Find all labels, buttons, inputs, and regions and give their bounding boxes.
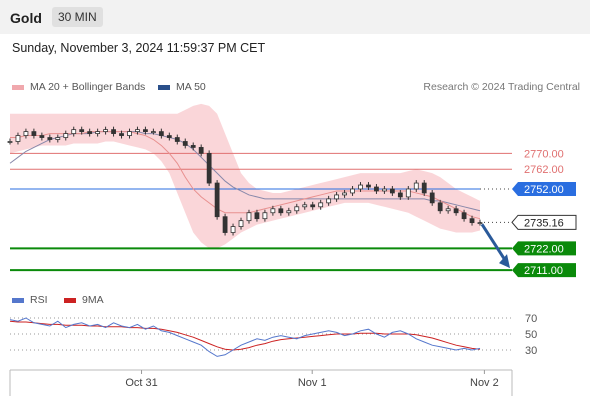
bar-body xyxy=(453,208,459,214)
bar-body xyxy=(31,131,37,136)
bar-body xyxy=(190,145,196,148)
bar-body xyxy=(127,131,132,136)
bar-body xyxy=(334,194,340,200)
x-tick-label: Nov 2 xyxy=(470,377,499,389)
price-label-box-pivot xyxy=(512,181,576,196)
bar-body xyxy=(477,222,483,225)
bar-body xyxy=(182,141,188,146)
bar-body xyxy=(397,192,403,198)
legend-rsi: RSI xyxy=(12,294,48,306)
bar-body xyxy=(111,129,116,134)
price-label-support: 2722.00 xyxy=(524,243,564,255)
bar-body xyxy=(71,129,77,134)
bar-body xyxy=(366,184,371,188)
bar-body xyxy=(461,212,467,220)
legend-rsi-label: RSI xyxy=(30,294,48,306)
price-label-resistance: 2770.00 xyxy=(524,148,564,160)
bar-body xyxy=(198,147,204,154)
bar-body xyxy=(445,208,451,212)
bar-body xyxy=(7,141,13,143)
bar-body xyxy=(413,182,419,190)
bollinger-band xyxy=(10,103,480,249)
bar-body xyxy=(262,212,268,220)
bar-body xyxy=(254,212,260,220)
bar-body xyxy=(158,131,164,136)
bar-body xyxy=(302,204,308,208)
forecast-arrow xyxy=(480,223,509,264)
chart-datetime: Sunday, November 3, 2024 11:59:37 PM CET xyxy=(12,41,266,55)
x-tick-label: Oct 31 xyxy=(125,377,157,389)
bar-body xyxy=(143,129,148,132)
bar-body xyxy=(405,188,411,198)
legend-ma50-label: MA 50 xyxy=(176,81,206,93)
bar-body xyxy=(230,226,236,233)
bar-body xyxy=(55,137,61,140)
bar-body xyxy=(318,202,324,208)
ma20-swatch xyxy=(12,84,24,90)
bar-body xyxy=(246,212,252,222)
price-label-last: 2735.16 xyxy=(524,217,564,229)
bar-body xyxy=(23,131,29,136)
bar-body xyxy=(270,208,276,214)
legend-ma20-label: MA 20 + Bollinger Bands xyxy=(30,81,146,93)
bar-body xyxy=(39,135,45,138)
bar-body xyxy=(350,188,355,194)
bar-body xyxy=(63,133,69,138)
bar-body xyxy=(15,135,21,142)
legend-ma20: MA 20 + Bollinger Bands xyxy=(12,81,145,93)
rsi-level-label: 30 xyxy=(525,345,537,357)
price-label-box-last xyxy=(511,214,577,230)
rsi-ma-line xyxy=(9,320,481,351)
bar-body xyxy=(310,204,316,208)
bar-body xyxy=(437,202,443,212)
bar-body xyxy=(166,135,172,138)
bar-body xyxy=(47,137,53,140)
forecast-arrowhead xyxy=(499,254,510,269)
bar-body xyxy=(342,192,347,196)
x-tick-label: Nov 1 xyxy=(298,377,327,389)
price-label-resistance: 2762.00 xyxy=(524,164,564,176)
rsi-line xyxy=(9,317,481,357)
credit-text: Research © 2024 Trading Central xyxy=(423,81,580,93)
price-label-pivot: 2752.00 xyxy=(524,184,564,196)
bar-body xyxy=(206,152,212,184)
rsi-level-label: 50 xyxy=(525,329,537,341)
price-bars xyxy=(7,126,483,236)
bar-body xyxy=(214,182,220,218)
rsi-level-label: 70 xyxy=(525,313,537,325)
instrument-title: Gold xyxy=(10,10,42,26)
bar-body xyxy=(421,182,427,194)
bar-body xyxy=(389,188,395,194)
price-label-box-support xyxy=(512,241,576,256)
bar-body xyxy=(79,129,85,132)
price-label-box-support xyxy=(512,263,576,278)
bar-body xyxy=(326,198,332,204)
bar-body xyxy=(238,220,244,227)
bar-body xyxy=(150,131,156,134)
bar-body xyxy=(222,216,228,233)
bar-body xyxy=(382,188,387,192)
legend-rsi-ma: 9MA xyxy=(64,294,104,306)
legend-ma50: MA 50 xyxy=(158,81,206,93)
legend-rsi-ma-label: 9MA xyxy=(82,294,104,306)
bar-body xyxy=(95,131,101,134)
timeframe-button[interactable]: 30 MIN xyxy=(52,7,103,27)
bar-body xyxy=(286,210,292,214)
bar-body xyxy=(174,137,180,142)
bar-body xyxy=(429,192,435,204)
bar-body xyxy=(119,133,124,136)
bar-body xyxy=(294,206,300,212)
bar-body xyxy=(87,131,93,134)
price-label-support: 2711.00 xyxy=(524,265,563,277)
bar-body xyxy=(469,218,475,224)
bar-body xyxy=(103,129,108,132)
rsi-swatch xyxy=(12,297,24,303)
rsi-ma-swatch xyxy=(64,297,76,303)
bar-body xyxy=(135,129,140,132)
bar-body xyxy=(358,184,363,190)
ma50-swatch xyxy=(158,84,170,90)
bar-body xyxy=(278,208,284,214)
bar-body xyxy=(374,186,379,192)
